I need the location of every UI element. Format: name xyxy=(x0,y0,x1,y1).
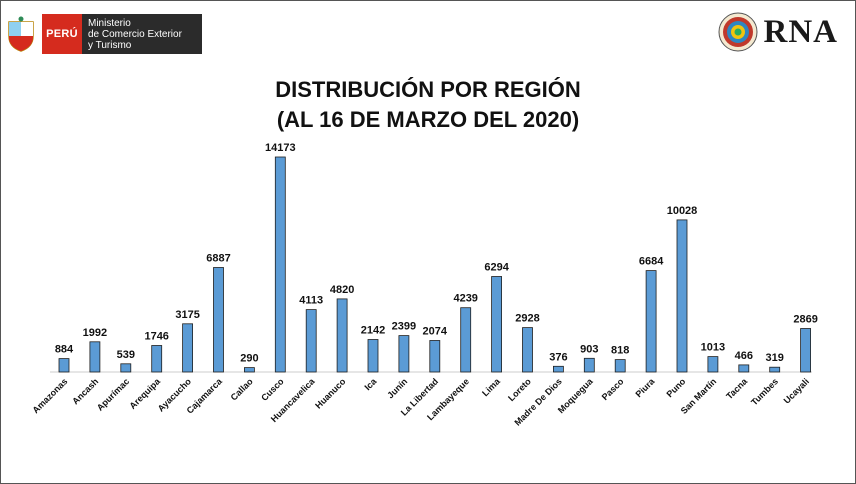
data-label: 6294 xyxy=(484,262,509,274)
bar xyxy=(645,270,657,373)
bar xyxy=(676,219,688,373)
category-label: Lima xyxy=(480,376,503,399)
bar xyxy=(553,365,564,373)
data-label: 1992 xyxy=(83,327,107,339)
bar xyxy=(58,358,70,373)
data-label: 2399 xyxy=(392,321,416,333)
chart-subtitle: (AL 16 DE MARZO DEL 2020) xyxy=(276,107,580,132)
bar xyxy=(522,327,533,373)
peru-label: PERÚ xyxy=(42,14,82,54)
category-label: Callao xyxy=(229,376,256,403)
bar xyxy=(738,364,750,373)
data-label: 2074 xyxy=(423,326,448,338)
data-label: 1013 xyxy=(701,342,725,354)
category-label: Tacna xyxy=(724,376,750,402)
data-label: 2928 xyxy=(515,313,539,325)
rna-seal-icon xyxy=(718,12,757,52)
data-label: 884 xyxy=(55,344,74,356)
data-label: 4820 xyxy=(330,284,354,296)
bar xyxy=(274,156,286,373)
bar xyxy=(429,340,441,373)
data-label: 1746 xyxy=(144,331,168,343)
data-label: 466 xyxy=(735,350,753,362)
data-label: 6684 xyxy=(639,256,664,268)
category-label: Ica xyxy=(362,376,379,393)
category-label: Tumbes xyxy=(749,376,780,407)
data-label: 3175 xyxy=(175,309,199,321)
bar xyxy=(583,357,595,373)
category-label: Piura xyxy=(634,376,658,400)
ministry-name: Ministerio de Comercio Exterior y Turism… xyxy=(82,14,202,54)
peru-mincetur-logo: PERÚ Ministerio de Comercio Exterior y T… xyxy=(6,13,204,55)
bar xyxy=(367,339,379,373)
data-label: 539 xyxy=(117,349,135,361)
bar xyxy=(213,267,224,373)
category-label: Amazonas xyxy=(31,376,70,415)
bar xyxy=(151,345,163,373)
data-label: 4113 xyxy=(299,295,323,307)
category-label: Cusco xyxy=(259,376,286,403)
data-label: 14173 xyxy=(265,142,296,154)
data-label: 818 xyxy=(611,345,629,357)
bar xyxy=(769,366,781,373)
bar xyxy=(243,367,255,373)
bar xyxy=(707,356,719,373)
data-label: 290 xyxy=(240,353,258,365)
data-label: 319 xyxy=(766,352,784,364)
category-label: Ucayali xyxy=(782,376,811,405)
category-label: Puno xyxy=(664,376,687,399)
bar xyxy=(89,341,101,373)
data-label: 2869 xyxy=(793,314,817,326)
category-label: Loreto xyxy=(506,376,533,403)
chart-title: DISTRIBUCIÓN POR REGIÓN xyxy=(275,77,581,102)
bar xyxy=(398,335,410,373)
category-label: Apurímac xyxy=(95,376,131,412)
bar xyxy=(305,309,317,373)
bar xyxy=(614,359,626,373)
category-label: Huanuco xyxy=(313,376,348,411)
data-label: 2142 xyxy=(361,325,385,337)
bar xyxy=(336,298,348,373)
rna-label: RNA xyxy=(763,13,838,50)
bar xyxy=(120,363,132,373)
coat-of-arms-icon xyxy=(8,16,34,52)
rna-logo: RNA xyxy=(718,12,839,52)
bar xyxy=(460,307,472,373)
bar xyxy=(800,328,811,373)
bar xyxy=(491,276,503,373)
ministry-line-2: de Comercio Exterior xyxy=(88,28,182,40)
category-label: Junín xyxy=(385,376,409,400)
data-label: 376 xyxy=(549,351,567,363)
data-label: 4239 xyxy=(453,293,477,305)
data-label: 903 xyxy=(580,343,598,355)
category-label: Pasco xyxy=(600,376,626,402)
ministry-line-1: Ministerio xyxy=(88,17,131,29)
category-label: Ancash xyxy=(70,376,100,406)
data-label: 10028 xyxy=(667,205,698,217)
ministry-line-3: y Turismo xyxy=(88,39,132,51)
bar xyxy=(182,323,194,373)
data-label: 6887 xyxy=(206,253,230,265)
